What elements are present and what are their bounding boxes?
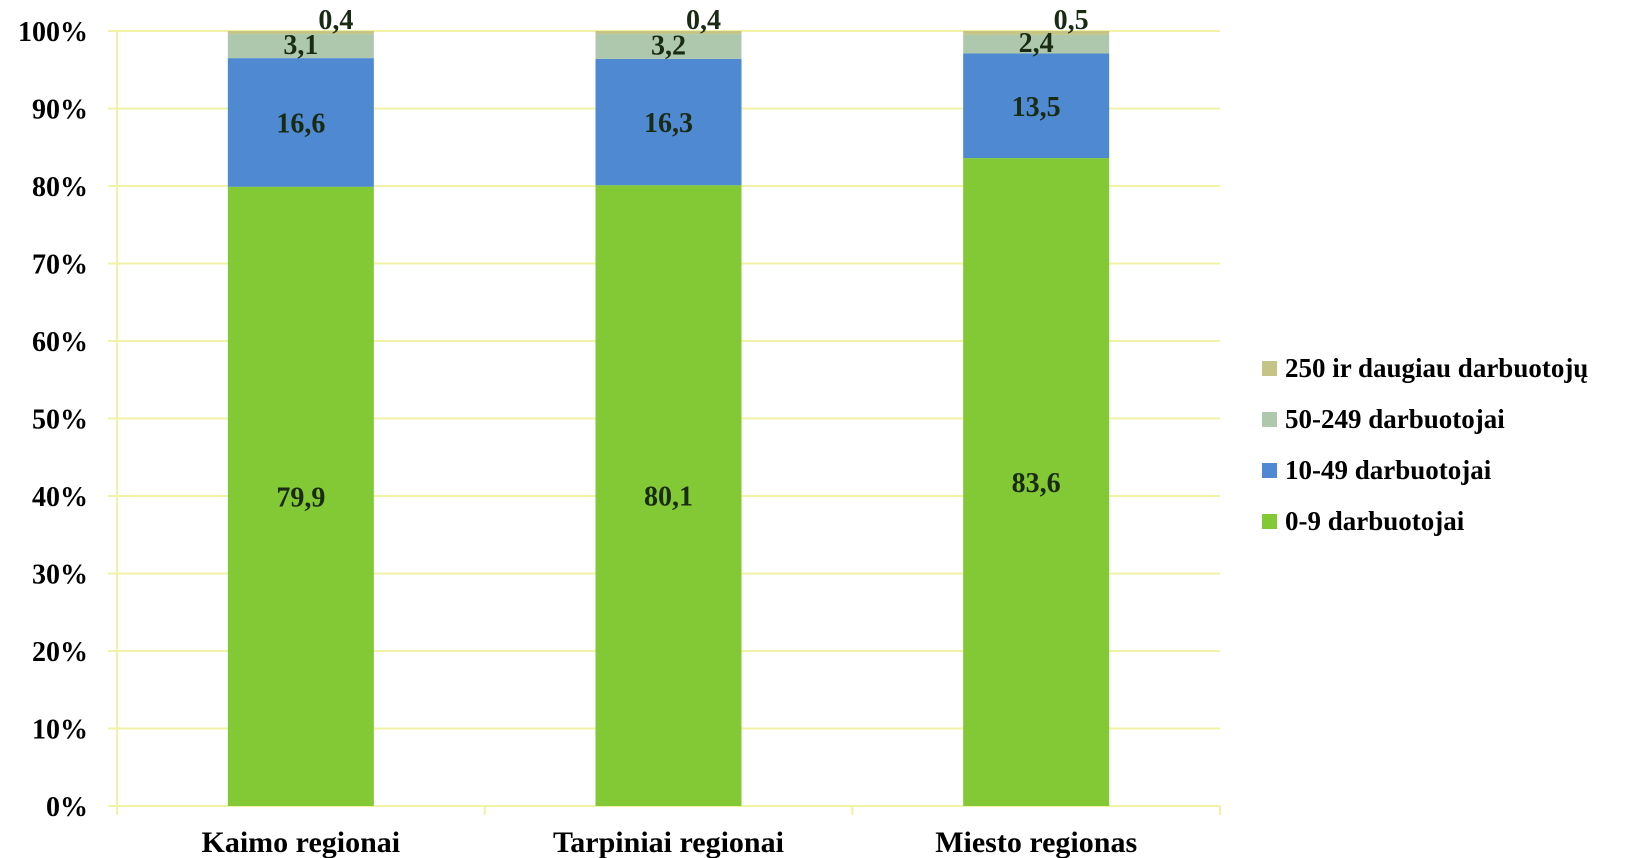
bar-segment [227,34,374,59]
legend-item: 0-9 darbuotojai [1262,496,1588,547]
bar-segment [595,185,742,807]
y-tick-label: 0% [46,792,88,823]
bar-segment [963,31,1110,35]
bar-segment [595,31,742,35]
legend-swatch [1262,463,1277,478]
bars [227,31,1110,807]
y-tick-label: 70% [32,250,88,281]
legend-label: 10-49 darbuotojai [1285,455,1492,485]
data-label: 3,1 [283,30,318,61]
data-labels: 79,916,63,10,480,116,33,20,483,613,52,40… [276,5,1088,513]
data-label: 83,6 [1012,468,1061,499]
data-label: 13,5 [1012,92,1061,123]
legend-swatch [1262,361,1277,376]
legend-label: 50-249 darbuotojai [1285,404,1505,434]
y-tick-label: 60% [32,327,88,358]
y-tick-label: 50% [32,405,88,436]
x-tick-label: Tarpiniai regionai [553,826,784,858]
x-tick-label: Miesto regionas [935,826,1137,858]
data-label: 0,5 [1054,5,1089,36]
legend-item: 250 ir daugiau darbuotojų [1262,343,1588,394]
legend-label: 0-9 darbuotojai [1285,506,1465,536]
y-tick-label: 90% [32,95,88,126]
data-label: 0,4 [686,5,721,36]
bar-segment [963,158,1110,807]
data-label: 3,2 [651,31,686,62]
y-tick-label: 30% [32,560,88,591]
bar-segment [595,58,742,186]
legend-item: 50-249 darbuotojai [1262,394,1588,445]
y-tick-label: 10% [32,715,88,746]
legend-item: 10-49 darbuotojai [1262,445,1588,496]
y-tick-label: 100% [18,17,88,48]
data-label: 16,3 [644,108,693,139]
data-label: 16,6 [276,108,325,139]
data-label: 0,4 [318,5,353,36]
bar-segment [227,58,374,187]
bar-segment [963,53,1110,159]
legend-label: 250 ir daugiau darbuotojų [1285,353,1589,383]
bar-segment [227,31,374,35]
y-tick-label: 80% [32,172,88,203]
data-label: 79,9 [276,482,325,513]
y-tick-label: 20% [32,637,88,668]
data-label: 2,4 [1019,28,1054,59]
legend-swatch [1262,412,1277,427]
bar-segment [963,34,1110,54]
legend-swatch [1262,514,1277,529]
x-tick-label: Kaimo regionai [202,826,401,858]
data-label: 80,1 [644,482,693,513]
y-tick-label: 40% [32,482,88,513]
legend: 250 ir daugiau darbuotojų 50-249 darbuoto… [1262,343,1588,547]
bar-segment [227,186,374,806]
bar-segment [595,34,742,59]
